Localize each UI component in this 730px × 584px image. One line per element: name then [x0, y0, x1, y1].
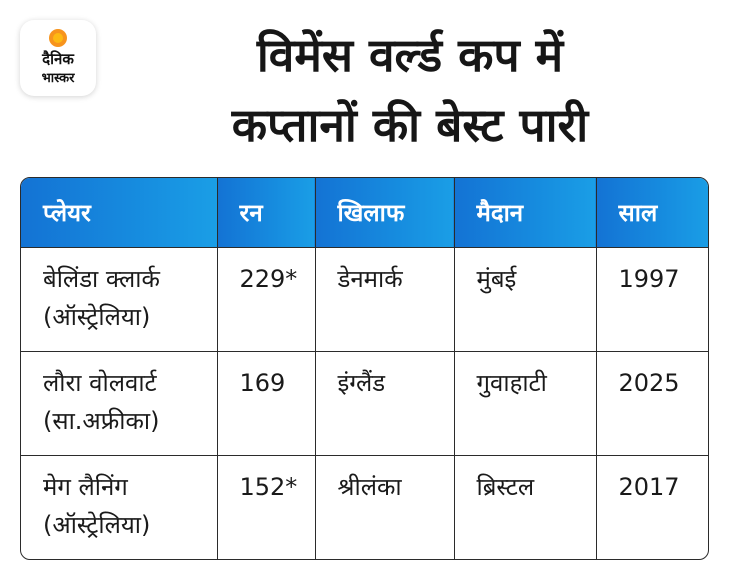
- logo-text-line2: भास्कर: [41, 71, 75, 86]
- column-header-against: खिलाफ: [314, 178, 455, 248]
- player-country: (ऑस्ट्रेलिया): [43, 511, 151, 539]
- captains-best-innings-table: प्लेयर रन खिलाफ मैदान साल बेलिंडा क्लार्…: [20, 177, 709, 560]
- player-country: (सा.अफ्रीका): [43, 407, 160, 435]
- runs-cell: 229*: [216, 247, 316, 352]
- player-cell: बेलिंडा क्लार्क (ऑस्ट्रेलिया): [21, 247, 218, 352]
- venue-cell: मुंबई: [453, 247, 597, 352]
- venue-cell: ब्रिस्टल: [453, 455, 597, 559]
- dainik-bhaskar-logo: दैनिक भास्कर: [20, 20, 96, 96]
- against-cell: डेनमार्क: [314, 247, 455, 352]
- against-cell: श्रीलंका: [314, 455, 455, 559]
- player-name: बेलिंडा क्लार्क: [43, 265, 160, 293]
- against-cell: इंग्लैंड: [314, 351, 455, 456]
- player-name: लौरा वोलवार्ट: [43, 369, 157, 397]
- table-row: लौरा वोलवार्ट (सा.अफ्रीका) 169 इंग्लैंड …: [21, 351, 708, 456]
- player-cell: मेग लैनिंग (ऑस्ट्रेलिया): [21, 455, 218, 559]
- column-header-runs: रन: [216, 178, 316, 248]
- player-cell: लौरा वोलवार्ट (सा.अफ्रीका): [21, 351, 218, 456]
- logo-text-line1: दैनिक: [42, 50, 74, 68]
- table-row: मेग लैनिंग (ऑस्ट्रेलिया) 152* श्रीलंका ब…: [21, 455, 708, 559]
- year-cell: 1997: [595, 247, 708, 352]
- sun-icon: [49, 29, 67, 47]
- player-name: मेग लैनिंग: [43, 473, 128, 501]
- year-cell: 2025: [595, 351, 708, 456]
- table-row: बेलिंडा क्लार्क (ऑस्ट्रेलिया) 229* डेनमा…: [21, 247, 708, 352]
- runs-cell: 169: [216, 351, 316, 456]
- column-header-year: साल: [595, 178, 708, 248]
- page-title-line2: कप्तानों की बेस्ट पारी: [231, 98, 589, 152]
- year-cell: 2017: [595, 455, 708, 559]
- column-header-player: प्लेयर: [21, 178, 218, 248]
- column-header-venue: मैदान: [453, 178, 597, 248]
- venue-cell: गुवाहाटी: [453, 351, 597, 456]
- table-header-row: प्लेयर रन खिलाफ मैदान साल: [21, 178, 708, 248]
- runs-cell: 152*: [216, 455, 316, 559]
- player-country: (ऑस्ट्रेलिया): [43, 303, 151, 331]
- page-title-line1: विमेंस वर्ल्ड कप में: [256, 28, 564, 82]
